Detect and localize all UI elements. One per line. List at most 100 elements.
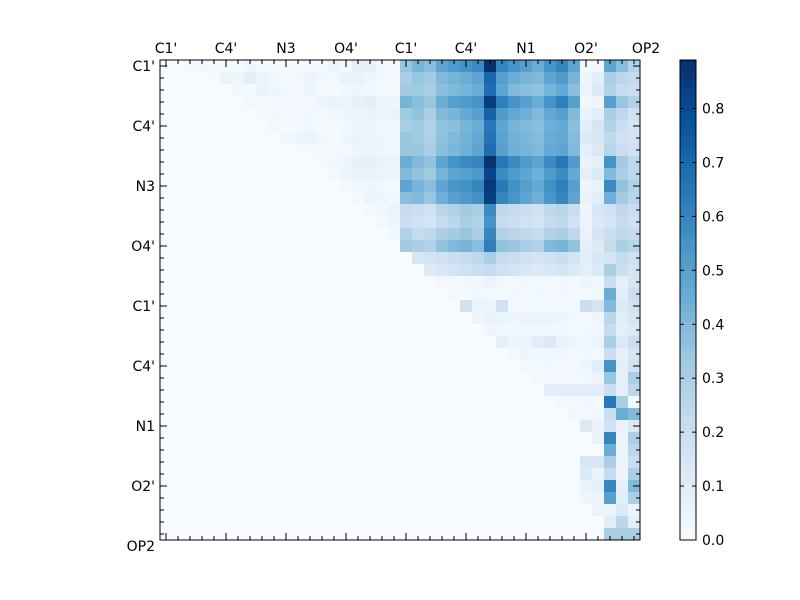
heatmap-cell: [244, 240, 257, 253]
heatmap-cell: [568, 456, 581, 469]
heatmap-cell: [448, 240, 461, 253]
heatmap-cell: [256, 360, 269, 373]
heatmap-cell: [544, 276, 557, 289]
heatmap-cell: [592, 204, 605, 217]
heatmap-cell: [484, 60, 497, 73]
heatmap-cell: [376, 504, 389, 517]
heatmap-cell: [364, 516, 377, 529]
colorbar-tick-label: 0.2: [702, 425, 724, 441]
heatmap-cell: [184, 192, 197, 205]
heatmap-cell: [460, 480, 473, 493]
heatmap-cell: [268, 132, 281, 145]
heatmap-cell: [340, 144, 353, 157]
y-tick-label: OP2: [127, 539, 155, 555]
heatmap-cell: [292, 372, 305, 385]
heatmap-cell: [196, 240, 209, 253]
heatmap-cell: [520, 264, 533, 277]
heatmap-cell: [496, 168, 509, 181]
heatmap-cell: [172, 132, 185, 145]
heatmap-cell: [508, 192, 521, 205]
heatmap-cell: [412, 312, 425, 325]
heatmap-cell: [256, 96, 269, 109]
heatmap-cell: [496, 492, 509, 505]
heatmap-cell: [196, 420, 209, 433]
heatmap-cell: [616, 276, 629, 289]
heatmap-cell: [496, 180, 509, 193]
heatmap-cell: [268, 240, 281, 253]
heatmap-cell: [448, 228, 461, 241]
heatmap-cell: [292, 420, 305, 433]
heatmap-cell: [544, 168, 557, 181]
heatmap-cell: [160, 372, 173, 385]
heatmap-cell: [196, 72, 209, 85]
heatmap-cell: [352, 420, 365, 433]
heatmap-cell: [532, 336, 545, 349]
heatmap-cell: [412, 96, 425, 109]
heatmap-cell: [496, 156, 509, 169]
heatmap-cell: [172, 300, 185, 313]
heatmap-cell: [472, 504, 485, 517]
heatmap-cell: [220, 432, 233, 445]
heatmap-cell: [532, 528, 545, 541]
heatmap-cell: [304, 420, 317, 433]
heatmap-cell: [544, 372, 557, 385]
heatmap-cell: [256, 252, 269, 265]
heatmap-cell: [208, 360, 221, 373]
heatmap-cell: [388, 144, 401, 157]
heatmap-cell: [376, 468, 389, 481]
heatmap-cell: [220, 396, 233, 409]
heatmap-cell: [424, 324, 437, 337]
heatmap-cell: [592, 324, 605, 337]
heatmap-cell: [292, 504, 305, 517]
heatmap-cell: [628, 312, 641, 325]
heatmap-cell: [436, 360, 449, 373]
heatmap-cell: [208, 84, 221, 97]
heatmap-cell: [220, 108, 233, 121]
heatmap-cell: [532, 240, 545, 253]
heatmap-cell: [592, 528, 605, 541]
heatmap-cell: [616, 516, 629, 529]
heatmap-cell: [376, 408, 389, 421]
heatmap-cell: [160, 132, 173, 145]
heatmap-cell: [172, 372, 185, 385]
heatmap-cell: [580, 312, 593, 325]
heatmap-cell: [496, 456, 509, 469]
heatmap-cell: [268, 192, 281, 205]
heatmap-cell: [220, 96, 233, 109]
heatmap-cell: [544, 504, 557, 517]
heatmap-cell: [460, 264, 473, 277]
heatmap-cell: [460, 516, 473, 529]
heatmap-cell: [520, 492, 533, 505]
heatmap-cell: [628, 276, 641, 289]
heatmap-cell: [280, 276, 293, 289]
heatmap-cell: [280, 372, 293, 385]
heatmap-cell: [604, 360, 617, 373]
heatmap-cell: [160, 144, 173, 157]
heatmap-cell: [580, 432, 593, 445]
heatmap-cell: [340, 264, 353, 277]
heatmap-cell: [280, 240, 293, 253]
heatmap-cell: [628, 528, 641, 541]
heatmap-cell: [628, 432, 641, 445]
heatmap-cell: [328, 360, 341, 373]
heatmap-cell: [220, 444, 233, 457]
heatmap-cell: [376, 60, 389, 73]
heatmap-cell: [472, 156, 485, 169]
heatmap-cell: [424, 216, 437, 229]
heatmap-cell: [244, 204, 257, 217]
heatmap-cell: [448, 408, 461, 421]
heatmap-cell: [508, 336, 521, 349]
heatmap-cell: [292, 444, 305, 457]
heatmap-cell: [400, 300, 413, 313]
plot-frame: [159, 59, 641, 541]
heatmap-cell: [304, 360, 317, 373]
heatmap-cell: [616, 240, 629, 253]
heatmap-cell: [496, 468, 509, 481]
heatmap-cell: [220, 408, 233, 421]
heatmap-cell: [208, 312, 221, 325]
heatmap-cell: [616, 192, 629, 205]
heatmap-cell: [520, 372, 533, 385]
heatmap-cell: [400, 432, 413, 445]
heatmap-cell: [352, 312, 365, 325]
heatmap-cell: [340, 468, 353, 481]
